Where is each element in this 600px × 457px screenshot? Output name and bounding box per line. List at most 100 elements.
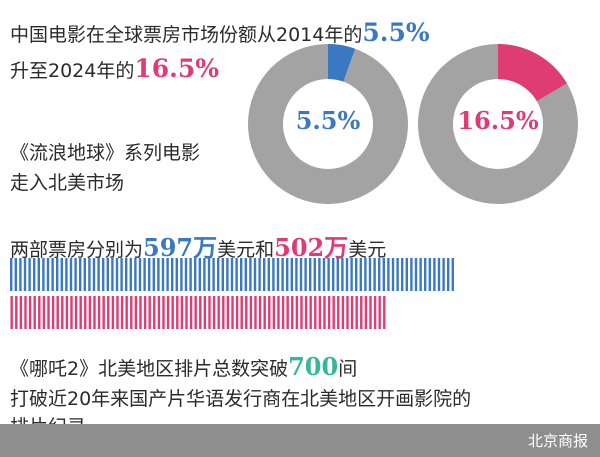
bar-stripe <box>70 296 73 329</box>
bar-stripe <box>281 258 284 291</box>
bar-stripe <box>19 296 23 329</box>
bar-stripe <box>272 258 275 291</box>
bar-stripe <box>217 258 220 291</box>
bar-stripe <box>350 258 353 291</box>
bar-stripe <box>327 258 330 291</box>
bar-stripe <box>88 258 91 291</box>
series-line-1: 《流浪地球》系列电影 <box>10 142 201 164</box>
bar-stripe <box>345 258 349 291</box>
bar-stripe <box>336 258 339 291</box>
bar-stripe <box>437 258 441 291</box>
bar-stripe <box>65 296 69 329</box>
bar-stripe <box>125 296 128 329</box>
bar-stripe <box>194 258 197 291</box>
bar-stripe <box>249 296 253 329</box>
bar-stripe <box>341 296 345 329</box>
bar-stripe <box>231 296 234 329</box>
bar-stripe <box>65 258 68 291</box>
bar-stripe <box>428 258 431 291</box>
boxoffice-value-1: 597万 <box>143 233 218 262</box>
bar-stripe <box>368 258 372 291</box>
bar-stripe <box>199 296 202 329</box>
bar-stripe <box>184 258 188 291</box>
nezha-line-1: 《哪吒2》北美地区排片总数突破700间 <box>10 352 357 381</box>
bar-stripe <box>143 258 146 291</box>
bar-stripe <box>28 296 32 329</box>
bar-stripe <box>254 296 257 329</box>
bar-stripe <box>318 296 322 329</box>
bar-stripe <box>277 296 280 329</box>
bar-stripe <box>23 258 27 291</box>
bar-stripe <box>447 258 450 291</box>
donut-2024-svg <box>418 44 578 204</box>
series-line-2: 走入北美市场 <box>10 172 125 194</box>
bar-stripe <box>102 296 105 329</box>
bar-stripe <box>382 258 385 291</box>
headline-middle: 升至2024年的 <box>10 60 135 82</box>
bar-stripe <box>130 296 133 329</box>
headline-line-2: 升至2024年的16.5% <box>10 54 219 83</box>
bar-stripe <box>272 296 276 329</box>
boxoffice-line: 两部票房分别为597万美元和502万美元 <box>10 228 386 263</box>
nezha-prefix: 《哪吒2》北美地区排片总数突破 <box>10 358 289 380</box>
headline-prefix: 中国电影在全球票房市场份额从2014年的 <box>10 24 363 46</box>
bar-stripe <box>120 296 124 329</box>
bar-stripe <box>314 296 317 329</box>
donut-chart-2014: 5.5% <box>248 44 408 204</box>
bar-stripe <box>189 296 193 329</box>
bar-stripe <box>33 258 36 291</box>
bar-stripe <box>33 296 36 329</box>
bar-stripe <box>244 258 247 291</box>
bar-stripe <box>222 296 225 329</box>
bar-stripe <box>208 296 211 329</box>
bar-stripe <box>401 258 404 291</box>
boxoffice-value-2: 502万 <box>274 233 349 262</box>
bar-stripe <box>203 296 207 329</box>
bar-stripe <box>369 296 372 329</box>
headline-value-2024: 16.5% <box>134 54 220 83</box>
bar-stripe <box>194 296 197 329</box>
bar-stripe <box>322 258 326 291</box>
bar-stripe <box>51 258 54 291</box>
bar-stripe <box>276 258 280 291</box>
bar-stripe <box>387 258 390 291</box>
bar-stripe <box>125 258 128 291</box>
bar-stripe <box>235 258 238 291</box>
bar-stripe <box>323 296 326 329</box>
bar-stripe <box>15 296 18 329</box>
bar-stripe <box>83 258 86 291</box>
bar-stripe <box>106 258 109 291</box>
bar-stripe <box>203 258 206 291</box>
bar-stripe <box>111 258 114 291</box>
bar-stripe <box>419 258 422 291</box>
bar-stripe <box>97 296 101 329</box>
donut-2014-label: 5.5% <box>295 106 361 135</box>
bar-stripe <box>157 296 161 329</box>
bar-stripe <box>171 258 174 291</box>
bar-stripe <box>185 296 188 329</box>
bar-stripe <box>157 258 160 291</box>
bar-stripe <box>364 258 367 291</box>
bar-stripe <box>212 258 215 291</box>
bar-stripe <box>56 296 59 329</box>
bar-stripe <box>235 296 239 329</box>
bar-stripe <box>226 296 230 329</box>
bar-stripe <box>14 258 17 291</box>
bar-stripe <box>378 258 381 291</box>
nezha-suffix: 间 <box>338 358 358 380</box>
bar-stripe <box>42 296 46 329</box>
bar-stripe <box>424 258 427 291</box>
footer-bar: 北京商报 <box>0 424 600 457</box>
bar-stripe <box>51 296 55 329</box>
bar-stripe <box>166 296 170 329</box>
bar-stripe <box>355 258 358 291</box>
bar-stripe <box>359 258 362 291</box>
bar-stripe <box>433 258 436 291</box>
donut-hole <box>453 79 543 169</box>
bar-stripe <box>290 258 293 291</box>
bar-stripe <box>309 258 312 291</box>
bar-stripe <box>153 296 156 329</box>
bar-stripe <box>383 296 386 329</box>
bar-stripe <box>42 258 45 291</box>
bar-stripe <box>286 258 289 291</box>
